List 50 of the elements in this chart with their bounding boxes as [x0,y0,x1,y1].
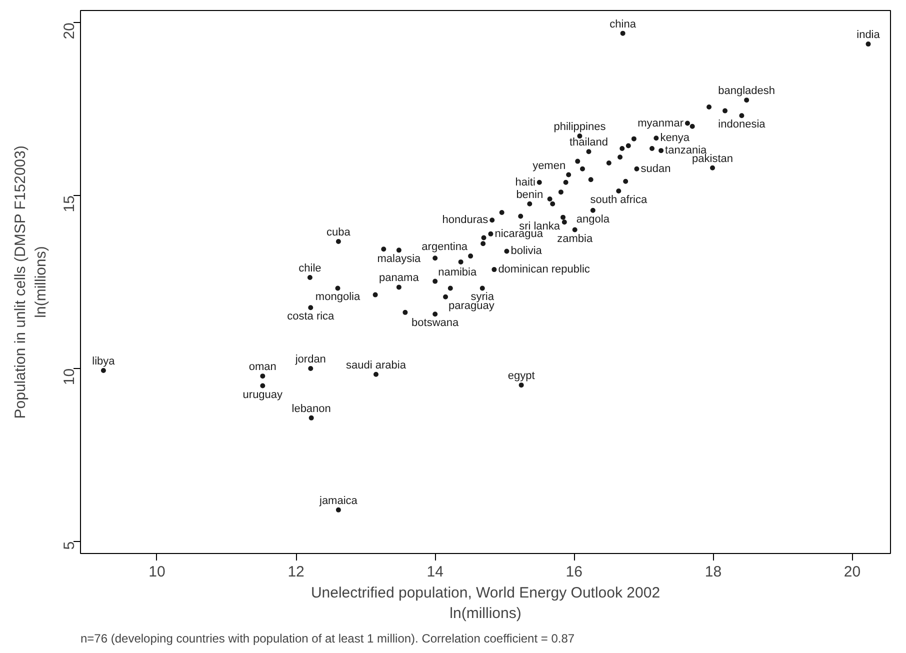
y-tick-label: 10 [61,368,78,386]
data-label: oman [248,361,276,374]
y-axis-title: Population in unlit cells (DMSP F152003) ln(millions) [12,146,50,419]
data-label: jamaica [318,494,358,507]
data-label: saudi arabia [346,359,407,372]
x-tick-label: 10 [148,564,166,580]
data-label: thailand [569,136,608,149]
data-label: dominican republic [498,264,590,276]
x-tick-label: 14 [426,564,444,580]
data-label: angola [576,213,610,226]
data-label: syria [470,291,495,304]
data-label: yemen [532,160,566,172]
x-axis-title: Unelectrified population, World Energy Outlook 2002 ln(millions) [310,584,660,622]
data-label: mongolia [315,291,361,304]
data-label: india [856,29,881,42]
data-label: jordan [294,353,326,366]
data-label: namibia [438,266,478,278]
data-label: lebanon [292,402,331,415]
data-label: benin [516,188,544,201]
data-label: sudan [640,162,671,175]
data-label: honduras [442,214,489,226]
data-label: kenya [660,132,690,144]
data-label: haiti [515,176,536,188]
data-label: philippines [554,121,606,134]
y-tick-label: 15 [61,196,78,212]
data-label: uruguay [242,388,284,401]
data-label: indonesia [718,118,766,131]
x-tick-label: 16 [566,564,582,580]
data-label: zambia [557,232,594,245]
data-label: egypt [508,370,535,382]
data-label: myanmar [638,117,684,130]
data-label: china [610,18,637,30]
y-tick-label: 5 [61,541,78,550]
y-tick-label: 20 [61,22,78,40]
x-tick-label: 20 [844,564,861,580]
x-tick-label: 18 [704,564,722,580]
data-label: botswana [412,317,460,330]
data-label: south africa [590,194,648,206]
data-label: bolivia [510,245,543,258]
text: n=76 (developing countries with population of at least 1 million). Correlation coefficient = 0.87 [80,632,575,646]
data-label: malaysia [377,253,422,266]
data-label: cuba [326,226,352,239]
data-label: panama [379,272,420,284]
data-label: sri lanka [519,220,561,232]
data-label: libya [92,356,116,368]
data-label: argentina [422,241,468,254]
x-tick-label: 12 [288,564,304,580]
data-label: costa rica [287,310,336,323]
data-label: chile [298,262,322,275]
data-label: bangladesh [718,85,776,98]
